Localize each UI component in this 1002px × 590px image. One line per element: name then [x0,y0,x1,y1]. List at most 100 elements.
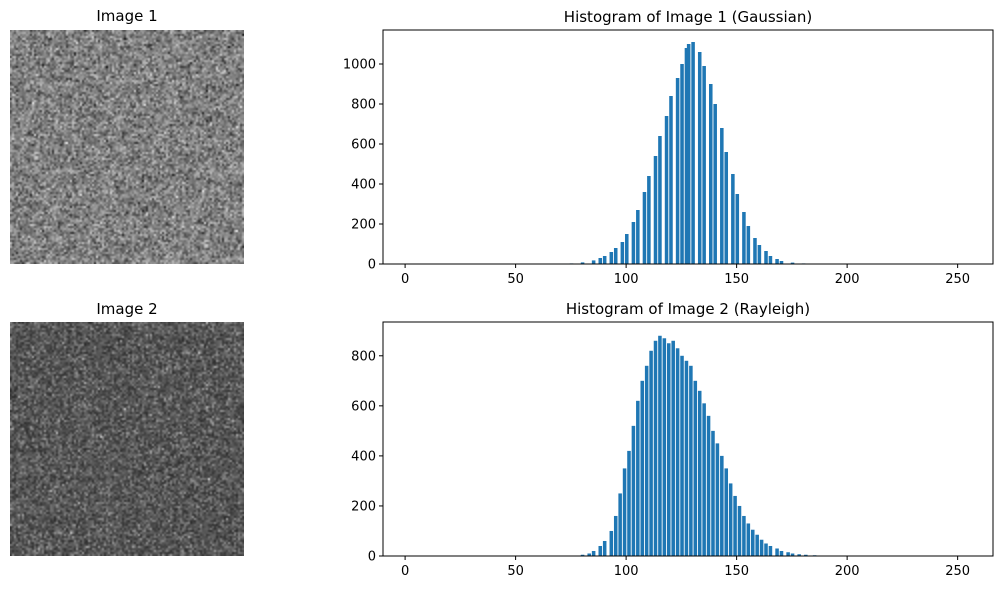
histogram-bar [731,174,735,264]
histogram-bar [618,493,622,556]
x-tick-label: 0 [401,272,409,287]
histogram-bar [702,403,706,556]
histogram-bar [733,495,737,556]
histogram-bar [755,534,759,556]
histogram-bar [640,380,645,556]
histogram-bar [598,545,603,556]
histogram-bar [680,355,684,556]
x-tick-label: 200 [835,564,860,579]
x-tick-label: 250 [945,564,970,579]
image-1-gaussian-noise [10,30,244,264]
histogram-bar [768,256,773,264]
y-tick-label: 200 [351,499,376,514]
histogram-bar [804,554,808,556]
histogram-bar [779,261,784,264]
histogram-bar [775,548,779,556]
histogram-bar [697,390,702,556]
x-tick-label: 50 [507,564,524,579]
y-tick-label: 0 [368,258,376,273]
histogram-bar [620,242,625,264]
histogram-bar [735,194,740,264]
histogram-bar [642,192,647,264]
histogram-bar [753,238,757,264]
histogram-bar [702,66,706,264]
histogram-bar [662,338,667,556]
histogram-bar [627,450,631,556]
histogram-bar [750,529,755,556]
y-tick-label: 600 [351,399,376,414]
histogram-bars [558,42,812,264]
histogram-bar [658,136,662,264]
image-2-title: Image 2 [96,300,158,318]
y-tick-label: 400 [351,449,376,464]
x-tick-label: 0 [401,564,409,579]
histogram-bar [759,539,764,556]
histogram-bar [757,245,762,264]
histogram-bar [684,48,689,264]
image-1-title: Image 1 [96,7,158,25]
plot-frame [382,29,994,265]
histogram-bar [742,212,746,264]
histogram-bar [664,116,669,264]
y-tick-label: 400 [351,178,376,193]
image-2-canvas [10,322,244,556]
histogram-bar [686,44,691,264]
histogram-bar [790,553,795,556]
histogram-bar [602,540,607,556]
histogram-bar [609,530,614,556]
y-tick-label: 600 [351,138,376,153]
histogram-bar [675,78,680,264]
histogram-bar [598,258,603,264]
histogram-bar [728,483,733,556]
histogram-bar [667,343,671,556]
histogram-bar [647,176,651,264]
histogram-bar [786,552,790,556]
histogram-bar [711,430,715,556]
histogram-bar [658,335,662,556]
histogram-bar [724,468,729,556]
histogram-bar [636,400,640,556]
histogram-bar [613,515,618,556]
x-tick-label: 200 [835,272,860,287]
y-tick-label: 0 [368,550,376,565]
histogram-bar [580,262,585,264]
x-tick-label: 50 [507,272,524,287]
histogram-bar [691,42,695,264]
histogram-bars [580,335,839,556]
plot-frame [382,321,994,557]
histogram-bar [764,251,768,264]
histogram-bar [720,128,724,264]
histogram-bar [636,210,640,264]
histogram-bar [587,553,591,556]
histogram-title: Histogram of Image 2 (Rayleigh) [566,300,810,318]
histogram-bar [684,360,689,556]
histogram-bar [609,252,614,264]
histogram-bar [625,234,629,264]
histogram-bar [591,550,596,556]
histogram-bar [720,455,724,556]
histogram-bar [631,425,636,556]
histogram-bar [580,554,585,556]
histogram-2-rayleigh: Histogram of Image 2 (Rayleigh) 0 50 100 150… [351,300,994,579]
histogram-bar [622,468,627,556]
histogram-bar [644,365,649,556]
histogram-bar [675,348,680,556]
histogram-bar [653,340,658,556]
y-tick-label: 1000 [343,58,376,73]
histogram-bar [631,222,636,264]
x-tick-label: 150 [724,564,749,579]
histogram-bar [746,226,751,264]
histogram-bar [669,96,673,264]
histogram-bar [713,104,717,264]
histogram-bar [724,152,729,264]
histogram-bar [689,365,693,556]
histogram-bar [693,380,698,556]
histogram-title: Histogram of Image 1 (Gaussian) [564,8,812,26]
histogram-bar [706,415,711,556]
histogram-bar [797,554,801,556]
histogram-bar [775,259,779,264]
histogram-bar [790,262,795,264]
y-tick-label: 800 [351,349,376,364]
histogram-bar [602,256,607,264]
